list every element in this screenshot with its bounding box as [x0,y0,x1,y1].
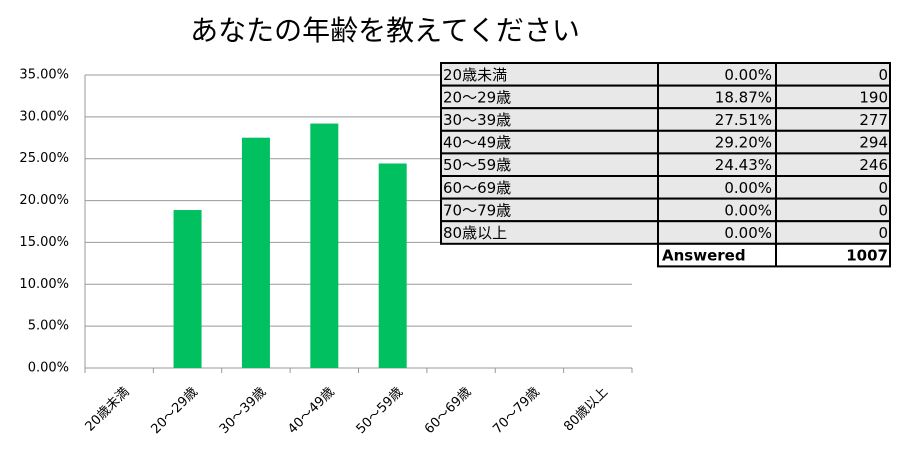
table-category: 40～49歳 [443,134,511,152]
table-category: 50～59歳 [443,156,511,174]
table-category: 80歳以上 [443,224,507,242]
x-tick-label: 80歳以上 [561,385,611,435]
table-percent: 24.43% [715,156,772,174]
bar [173,210,202,368]
table-category: 20～29歳 [443,88,511,106]
table-category: 60～69歳 [443,179,511,197]
x-tick-label: 20～29歳 [148,385,200,437]
total-row [657,242,891,268]
table-percent: 0.00% [724,224,772,242]
table-count: 294 [859,134,888,152]
y-tick-label: 10.00% [19,277,69,292]
x-tick-label: 20歳未満 [83,385,133,435]
table-row [440,62,891,87]
table-category: 30～39歳 [443,111,511,129]
table-percent: 27.51% [715,111,772,129]
y-tick-label: 5.00% [28,319,69,334]
total-label: Answered [662,247,746,265]
x-tick-label: 60～69歳 [422,385,474,437]
table-count: 277 [859,111,888,129]
y-tick-label: 0.00% [28,361,69,376]
total-value: 1007 [846,247,888,265]
x-tick-label: 50～59歳 [354,385,406,437]
table-count: 0 [878,66,888,84]
table-percent: 0.00% [724,66,772,84]
y-tick-label: 20.00% [19,193,69,208]
table-count: 0 [878,224,888,242]
table-percent: 0.00% [724,201,772,219]
table-count: 0 [878,201,888,219]
table-row [440,220,891,245]
bar [310,123,339,368]
table-percent: 29.20% [715,134,772,152]
bar [378,163,407,368]
table-count: 0 [878,179,888,197]
table-percent: 18.87% [715,88,772,106]
y-tick-label: 35.00% [19,68,69,83]
chart-title: あなたの年齢を教えてください [190,14,580,47]
y-tick-label: 30.00% [19,109,69,124]
table-percent: 0.00% [724,179,772,197]
x-tick-label: 30～39歳 [217,385,269,437]
x-tick-label: 70～79歳 [490,385,542,437]
y-tick-label: 25.00% [19,151,69,166]
table-count: 190 [859,88,888,106]
x-tick-label: 40～49歳 [285,385,337,437]
table-category: 70～79歳 [443,201,511,219]
bar [241,137,270,368]
table-category: 20歳未満 [443,66,507,84]
table-count: 246 [859,156,888,174]
y-tick-label: 15.00% [19,235,69,250]
